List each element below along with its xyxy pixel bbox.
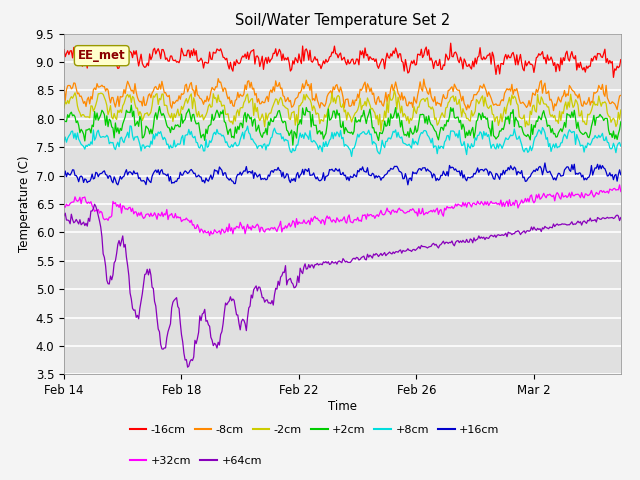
+8cm (334, 131, 342, 136)
-2cm (617, 107, 625, 113)
Line: -2cm: -2cm (64, 90, 621, 131)
+8cm (344, 144, 352, 149)
-8cm (561, 87, 568, 93)
+64cm (60, 213, 68, 219)
-8cm (617, 93, 625, 98)
+32cm (206, 233, 214, 239)
+16cm (334, 168, 342, 174)
Text: EE_met: EE_met (78, 49, 125, 62)
+2cm (561, 120, 568, 125)
+16cm (306, 172, 314, 178)
+16cm (344, 174, 352, 180)
Y-axis label: Temperature (C): Temperature (C) (19, 156, 31, 252)
+8cm (348, 154, 355, 159)
-2cm (561, 103, 568, 109)
+16cm (60, 174, 68, 180)
+64cm (561, 221, 568, 227)
+2cm (355, 117, 363, 123)
Legend: +32cm, +64cm: +32cm, +64cm (125, 452, 266, 470)
+64cm (184, 364, 191, 370)
-2cm (532, 109, 540, 115)
-16cm (531, 62, 539, 68)
-16cm (617, 57, 625, 62)
X-axis label: Time: Time (328, 400, 357, 413)
-2cm (305, 96, 312, 101)
-8cm (344, 96, 352, 102)
+2cm (532, 118, 540, 124)
+8cm (561, 132, 568, 137)
+64cm (335, 258, 343, 264)
-2cm (333, 94, 340, 100)
-2cm (353, 109, 360, 115)
Line: +8cm: +8cm (64, 126, 621, 156)
-16cm (333, 51, 340, 57)
+8cm (60, 139, 68, 145)
+16cm (531, 168, 539, 174)
+32cm (344, 215, 352, 220)
+2cm (617, 119, 625, 125)
+32cm (334, 217, 342, 223)
Line: +32cm: +32cm (64, 185, 621, 236)
+2cm (289, 142, 297, 148)
-2cm (343, 117, 351, 123)
-8cm (214, 76, 222, 82)
+2cm (335, 110, 343, 116)
-8cm (60, 84, 68, 90)
-8cm (354, 91, 362, 97)
+16cm (354, 168, 362, 173)
+64cm (307, 262, 315, 268)
+64cm (355, 257, 363, 263)
-8cm (334, 86, 342, 92)
Line: +16cm: +16cm (64, 163, 621, 185)
-8cm (531, 93, 539, 98)
+8cm (532, 133, 540, 139)
+32cm (616, 182, 623, 188)
-16cm (60, 47, 68, 52)
+8cm (306, 128, 314, 133)
+64cm (346, 260, 353, 265)
+16cm (617, 172, 625, 178)
-2cm (390, 87, 398, 93)
+64cm (532, 228, 540, 233)
Line: -8cm: -8cm (64, 79, 621, 111)
+2cm (127, 102, 135, 108)
Line: +64cm: +64cm (64, 204, 621, 367)
+2cm (346, 130, 353, 135)
-16cm (447, 40, 454, 46)
Line: +2cm: +2cm (64, 105, 621, 145)
+2cm (307, 124, 315, 130)
-16cm (343, 62, 351, 68)
+32cm (354, 215, 362, 220)
+32cm (559, 194, 567, 200)
-8cm (550, 108, 557, 114)
+16cm (114, 182, 122, 188)
+64cm (617, 215, 625, 220)
Line: -16cm: -16cm (64, 43, 621, 77)
-16cm (610, 74, 618, 80)
-16cm (305, 57, 312, 63)
+16cm (561, 167, 568, 173)
-16cm (559, 55, 567, 60)
+32cm (306, 222, 314, 228)
+32cm (531, 198, 539, 204)
-16cm (353, 56, 360, 62)
+16cm (541, 160, 548, 166)
+8cm (617, 144, 625, 149)
+2cm (60, 118, 68, 123)
-8cm (306, 87, 314, 93)
-2cm (377, 128, 385, 134)
+8cm (355, 134, 363, 140)
+8cm (126, 123, 134, 129)
-2cm (60, 105, 68, 111)
+64cm (91, 201, 99, 207)
+32cm (60, 204, 68, 209)
+32cm (617, 189, 625, 194)
Title: Soil/Water Temperature Set 2: Soil/Water Temperature Set 2 (235, 13, 450, 28)
